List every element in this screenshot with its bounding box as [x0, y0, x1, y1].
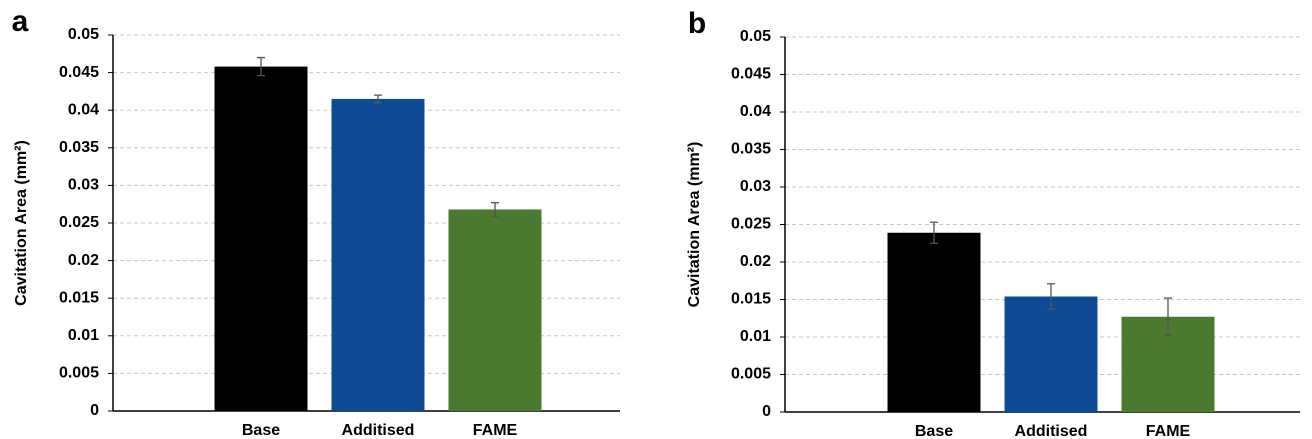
x-tick-label: Additised: [342, 422, 415, 439]
error-bar: [491, 202, 499, 217]
y-tick-label: 0.01: [68, 327, 99, 344]
y-tick-label: 0.035: [59, 139, 99, 156]
y-tick-label: 0.025: [731, 216, 771, 233]
y-tick-label: 0.03: [68, 177, 99, 194]
y-tick-label: 0: [762, 403, 771, 420]
x-tick-label: Base: [242, 422, 280, 439]
panel-label: a: [12, 5, 29, 38]
x-tick-label: FAME: [1146, 423, 1191, 439]
bar: [1004, 296, 1098, 412]
y-tick-label: 0.05: [68, 26, 99, 43]
y-tick-label: 0.02: [68, 252, 99, 269]
y-tick-label: 0: [90, 402, 99, 419]
y-tick-label: 0.04: [68, 101, 99, 118]
bar: [331, 98, 425, 412]
y-tick-label: 0.02: [740, 253, 771, 270]
y-tick-label: 0.015: [59, 289, 99, 306]
y-tick-label: 0.015: [731, 291, 771, 308]
bar: [448, 209, 542, 411]
y-tick-label: 0.005: [59, 365, 99, 382]
x-tick-label: Additised: [1015, 423, 1088, 439]
y-axis-title: Cavitation Area (mm²): [686, 142, 703, 308]
y-tick-label: 0.01: [740, 328, 771, 345]
y-tick-label: 0.035: [731, 141, 771, 158]
y-tick-label: 0.04: [740, 103, 771, 120]
error-bar: [374, 94, 382, 104]
y-tick-label: 0.05: [740, 28, 771, 45]
y-tick-label: 0.025: [59, 214, 99, 231]
error-bar: [257, 56, 265, 77]
x-tick-label: FAME: [473, 422, 518, 439]
y-tick-label: 0.03: [740, 178, 771, 195]
y-tick-label: 0.005: [731, 366, 771, 383]
error-bar: [1047, 283, 1055, 310]
y-tick-label: 0.045: [731, 66, 771, 83]
y-axis-title: Cavitation Area (mm²): [13, 140, 30, 306]
error-bar: [930, 221, 938, 244]
error-bar: [1164, 297, 1172, 337]
bar: [214, 66, 308, 412]
y-tick-label: 0.045: [59, 64, 99, 81]
x-tick-label: Base: [915, 423, 953, 439]
bar: [887, 232, 981, 412]
panel-label: b: [688, 7, 706, 40]
